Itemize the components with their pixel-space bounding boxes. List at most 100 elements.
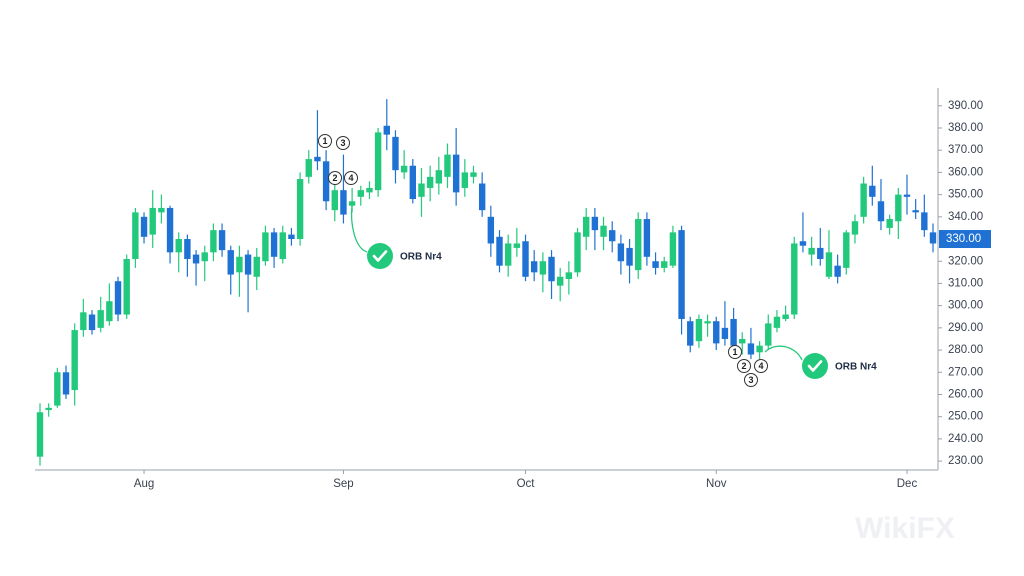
candle-body — [860, 183, 867, 217]
y-tick-label: 300.00 — [948, 300, 983, 312]
candle-body — [583, 216, 590, 237]
y-tick-label: 380.00 — [948, 122, 983, 134]
candle-body — [739, 338, 746, 344]
candle-body — [669, 232, 677, 266]
candle-body — [869, 185, 876, 197]
candle-body — [825, 252, 833, 277]
candle-body — [244, 254, 252, 275]
candle-body — [270, 232, 278, 257]
marker-label: 1 — [732, 347, 737, 357]
candle-body — [340, 190, 347, 215]
candle-body — [357, 190, 364, 197]
marker-label: 4 — [348, 173, 353, 183]
candle-body — [617, 243, 625, 262]
candle-body — [886, 219, 893, 228]
marker-circle — [336, 136, 350, 150]
candle-body — [504, 243, 512, 266]
y-tick-label: 350.00 — [948, 189, 983, 201]
candle-body — [383, 125, 390, 135]
candle-body — [322, 161, 330, 202]
check-badge — [367, 243, 393, 269]
y-tick-label: 250.00 — [948, 411, 983, 423]
y-tick-label: 290.00 — [948, 322, 983, 334]
last-price-box — [939, 230, 991, 249]
x-tick-label: Aug — [134, 478, 154, 490]
candle-body — [782, 314, 789, 319]
candle-body — [210, 230, 217, 253]
candle-body — [80, 312, 87, 331]
candle-body — [305, 159, 312, 177]
marker-label: 4 — [758, 361, 763, 371]
y-tick-label: 230.00 — [948, 455, 983, 467]
candle-body — [513, 243, 521, 248]
marker-label: 1 — [322, 136, 327, 146]
candle-body — [236, 256, 243, 273]
candle-body — [452, 154, 460, 193]
candle-body — [548, 256, 555, 282]
candle-body — [747, 343, 755, 355]
candle-body — [158, 207, 165, 213]
candle-body — [687, 321, 694, 346]
candle-body — [478, 183, 486, 211]
candle-body — [799, 241, 807, 246]
candle-body — [54, 372, 61, 406]
candle-body — [435, 170, 443, 184]
marker-circle — [318, 134, 332, 148]
candle-body — [574, 232, 581, 273]
candle-body — [262, 232, 269, 262]
marker-circle — [344, 171, 358, 185]
y-tick-label: 240.00 — [948, 433, 983, 445]
candle-body — [912, 210, 919, 213]
candle-body — [192, 254, 200, 264]
candle-body — [374, 132, 382, 191]
candle-body — [834, 265, 841, 277]
candle-body — [418, 183, 425, 197]
marker-circle — [754, 359, 768, 373]
y-tick-label: 390.00 — [948, 100, 983, 112]
candle-body — [253, 256, 260, 277]
y-tick-label: 310.00 — [948, 277, 983, 289]
x-tick-label: Sep — [333, 478, 353, 490]
candle-body — [184, 239, 191, 260]
y-tick-label: 280.00 — [948, 344, 983, 356]
candle-body — [149, 207, 156, 235]
candle-body — [45, 407, 52, 411]
marker-label: 3 — [340, 138, 345, 148]
candle-body — [808, 247, 815, 255]
candle-body — [62, 372, 70, 395]
candle-body — [773, 316, 781, 328]
annotation-arrow — [764, 345, 803, 361]
x-tick-label: Dec — [897, 478, 918, 490]
candle-body — [791, 243, 798, 315]
y-tick-label: 370.00 — [948, 144, 983, 156]
candle-body — [661, 261, 668, 268]
y-tick-label: 320.00 — [948, 255, 983, 267]
candle-body — [539, 261, 547, 275]
candle-body — [678, 230, 685, 319]
candle-body — [201, 252, 208, 262]
candle-body — [903, 194, 911, 197]
annotation-label: ORB Nr4 — [400, 252, 442, 263]
candle-body — [522, 241, 529, 277]
candle-body — [626, 247, 633, 266]
y-tick-label: 360.00 — [948, 166, 983, 178]
candle-body — [132, 212, 139, 260]
candle-body — [695, 318, 703, 342]
candle-body — [600, 225, 607, 237]
annotation-arrow — [350, 204, 368, 253]
candle-body — [470, 172, 477, 177]
last-price-label: 330.00 — [946, 233, 981, 245]
candle-body — [444, 154, 451, 177]
candle-body — [366, 187, 373, 193]
candle-body — [487, 216, 495, 244]
candle-body — [721, 327, 729, 339]
candle-body — [565, 272, 573, 279]
candle-body — [166, 207, 174, 253]
candle-body — [331, 190, 338, 211]
candle-body — [929, 232, 937, 244]
marker-circle — [328, 171, 342, 185]
marker-label: 2 — [741, 361, 746, 371]
candle-body — [756, 345, 763, 353]
candle-body — [296, 179, 304, 240]
candle-body — [71, 330, 78, 391]
